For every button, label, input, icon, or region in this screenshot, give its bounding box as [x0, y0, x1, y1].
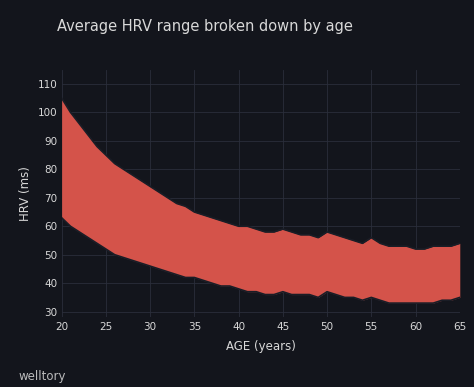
X-axis label: AGE (years): AGE (years) [226, 340, 296, 353]
Y-axis label: HRV (ms): HRV (ms) [19, 166, 32, 221]
Text: Average HRV range broken down by age: Average HRV range broken down by age [57, 19, 353, 34]
Text: welltory: welltory [19, 370, 66, 383]
